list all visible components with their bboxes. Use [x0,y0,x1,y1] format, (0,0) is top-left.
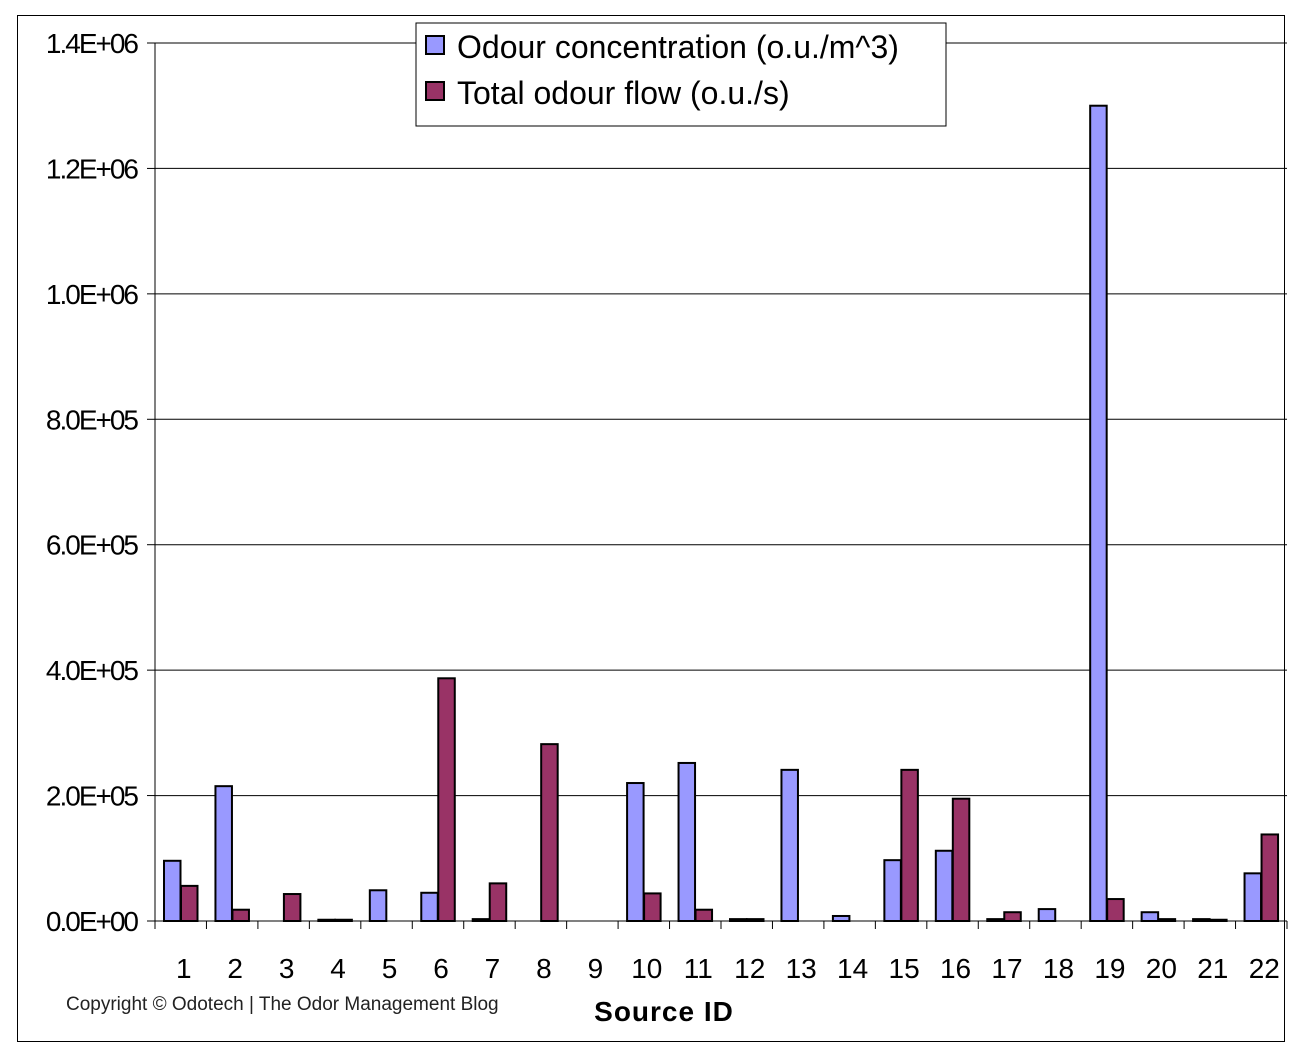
bar-series-2-source-2 [231,908,250,922]
legend-swatch-series-2 [425,81,445,101]
bar-series-1-source-19 [1089,104,1108,922]
bar-series-2-source-22 [1260,833,1280,922]
x-tick-label: 5 [382,953,398,984]
legend: Odour concentration (o.u./m^3) Total odou… [415,22,947,127]
x-tick-label: 7 [485,953,501,984]
y-tick-label: 8.0E+05 [46,404,139,435]
bar-series-1-source-10 [626,782,645,922]
bar-series-2-source-10 [643,892,662,922]
bar-series-2-source-11 [694,908,714,922]
bar-series-1-source-22 [1243,872,1263,923]
x-tick-label: 3 [279,953,295,984]
x-tick-label: 11 [684,953,713,984]
x-tick-label: 15 [889,953,920,984]
bar-series-1-source-18 [1037,908,1057,923]
y-axis-ticks: 0.0E+00 2.0E+05 4.0E+05 6.0E+05 8.0E+05 1.0E+… [46,28,155,937]
x-tick-label: 21 [1197,953,1228,984]
legend-label-series-1: Odour concentration (o.u./m^3) [457,29,899,65]
bar-series-1-source-6 [420,891,439,922]
bar-series-2-source-17 [1003,911,1022,922]
x-tick-label: 16 [940,953,971,984]
bar-series-1-source-16 [934,849,954,923]
bar-series-1-source-11 [677,761,697,923]
legend-label-series-2: Total odour flow (o.u./s) [457,75,790,111]
copyright-text: Copyright © Odotech | The Odor Managemen… [66,994,499,1015]
y-tick-label: 4.0E+05 [46,655,139,686]
x-tick-label: 2 [227,953,243,984]
bar-series-1-source-13 [780,768,799,923]
x-tick-label: 1 [176,953,192,984]
bar-series-2-source-16 [951,797,971,923]
legend-box [415,22,947,127]
bar-series-1-source-20 [1140,911,1160,922]
bar-series-1-source-15 [883,859,902,922]
bar-series-2-source-19 [1106,898,1125,922]
grid-lines [155,42,1287,797]
x-tick-label: 19 [1094,953,1125,984]
bar-series-1-source-1 [163,859,182,923]
bar-series-2-source-3 [282,893,302,922]
x-tick-label: 6 [433,953,449,984]
y-tick-label: 1.0E+06 [46,279,139,310]
x-tick-label: 9 [588,953,604,984]
y-tick-label: 2.0E+05 [46,781,139,812]
legend-swatch-series-1 [425,35,445,55]
x-tick-label: 17 [991,953,1022,984]
bar-series-2-source-8 [540,743,559,922]
x-tick-label: 8 [536,953,552,984]
x-tick-label: 12 [734,953,765,984]
bar-series-2-source-15 [900,768,919,923]
x-axis-label: Source ID [594,996,734,1027]
x-tick-label: 10 [631,953,662,984]
axes [154,43,1287,922]
bar-series-1-source-5 [368,889,388,923]
bar-series-2-source-7 [488,882,508,922]
y-tick-label: 0.0E+00 [46,906,139,937]
bar-series-1-source-2 [214,785,233,923]
y-tick-label: 1.2E+06 [46,153,139,184]
x-tick-label: 20 [1146,953,1177,984]
y-tick-label: 1.4E+06 [46,28,139,59]
x-tick-label: 22 [1249,953,1280,984]
y-tick-label: 6.0E+05 [46,530,139,561]
bar-series-2-source-6 [437,677,456,922]
x-axis-ticks: 1 2 3 4 5 6 7 8 9 10 11 12 13 14 15 16 17 18 19 20 21 22 [154,921,1288,984]
x-tick-label: 13 [786,953,817,984]
bars [163,104,1280,923]
x-tick-label: 18 [1043,953,1074,984]
bar-series-2-source-1 [180,884,199,923]
x-tick-label: 14 [837,953,868,984]
x-tick-label: 4 [330,953,346,984]
bar-series-1-source-14 [831,914,851,922]
